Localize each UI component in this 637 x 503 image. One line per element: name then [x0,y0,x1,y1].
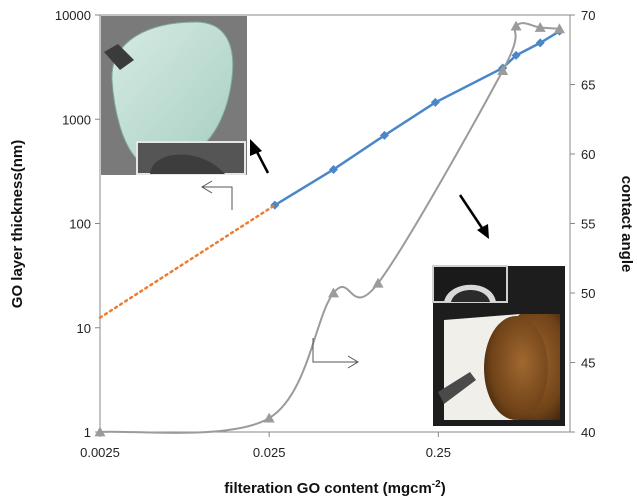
y-right-axis-title: contact angle [618,176,635,273]
y-right-tick-label: 40 [581,425,595,440]
y-left-tick-label: 100 [69,217,91,232]
y-left-tick-label: 1000 [62,112,91,127]
x-axis-title: filteration GO content (mgcm-2) [224,479,445,497]
series-layer [94,20,565,437]
series-2-point [263,412,275,423]
series-2-point [328,287,340,298]
y-right-tick-label: 70 [581,8,595,23]
series-0-point [329,164,339,174]
series-2-point [534,22,546,32]
y-right-tick-label: 65 [581,78,595,93]
y-right-axis-ticks: 40 45 50 55 60 65 70 [570,8,595,440]
series-2-point [553,23,565,34]
right-axis-indicator-arrow [312,338,359,369]
x-tick-label: 0.25 [426,445,451,460]
annotation-arrow-droplet [458,194,489,239]
y-left-axis-title: GO layer thickness(nm) [9,140,26,308]
series-0-point [535,38,545,48]
y-right-tick-label: 50 [581,286,595,301]
series-0-point [511,50,521,60]
series-2-point [372,277,384,288]
series-0-point [430,97,440,107]
series-0-point [379,130,389,140]
x-tick-label: 0.0025 [80,445,120,460]
y-right-tick-label: 60 [581,147,595,162]
series-2-point [510,20,522,31]
series-2-point [94,426,106,437]
inset-photo-droplet [432,265,565,426]
series-1-extrapolation-line [98,203,277,319]
series-2-point [497,65,509,75]
y-left-tick-label: 1 [84,425,91,440]
inset-photo-film [101,16,247,175]
y-left-tick-label: 10 [77,321,91,336]
annotation-arrow-film [250,139,270,174]
y-right-tick-label: 45 [581,356,595,371]
x-tick-label: 0.025 [253,445,286,460]
y-left-axis-ticks: 1 10 100 1000 10000 [55,8,100,440]
y-right-tick-label: 55 [581,217,595,232]
x-axis-ticks: 0.0025 0.025 0.25 [80,432,451,460]
left-axis-indicator-arrow [201,180,233,210]
series-0-line [274,30,561,207]
y-left-tick-label: 10000 [55,8,91,23]
